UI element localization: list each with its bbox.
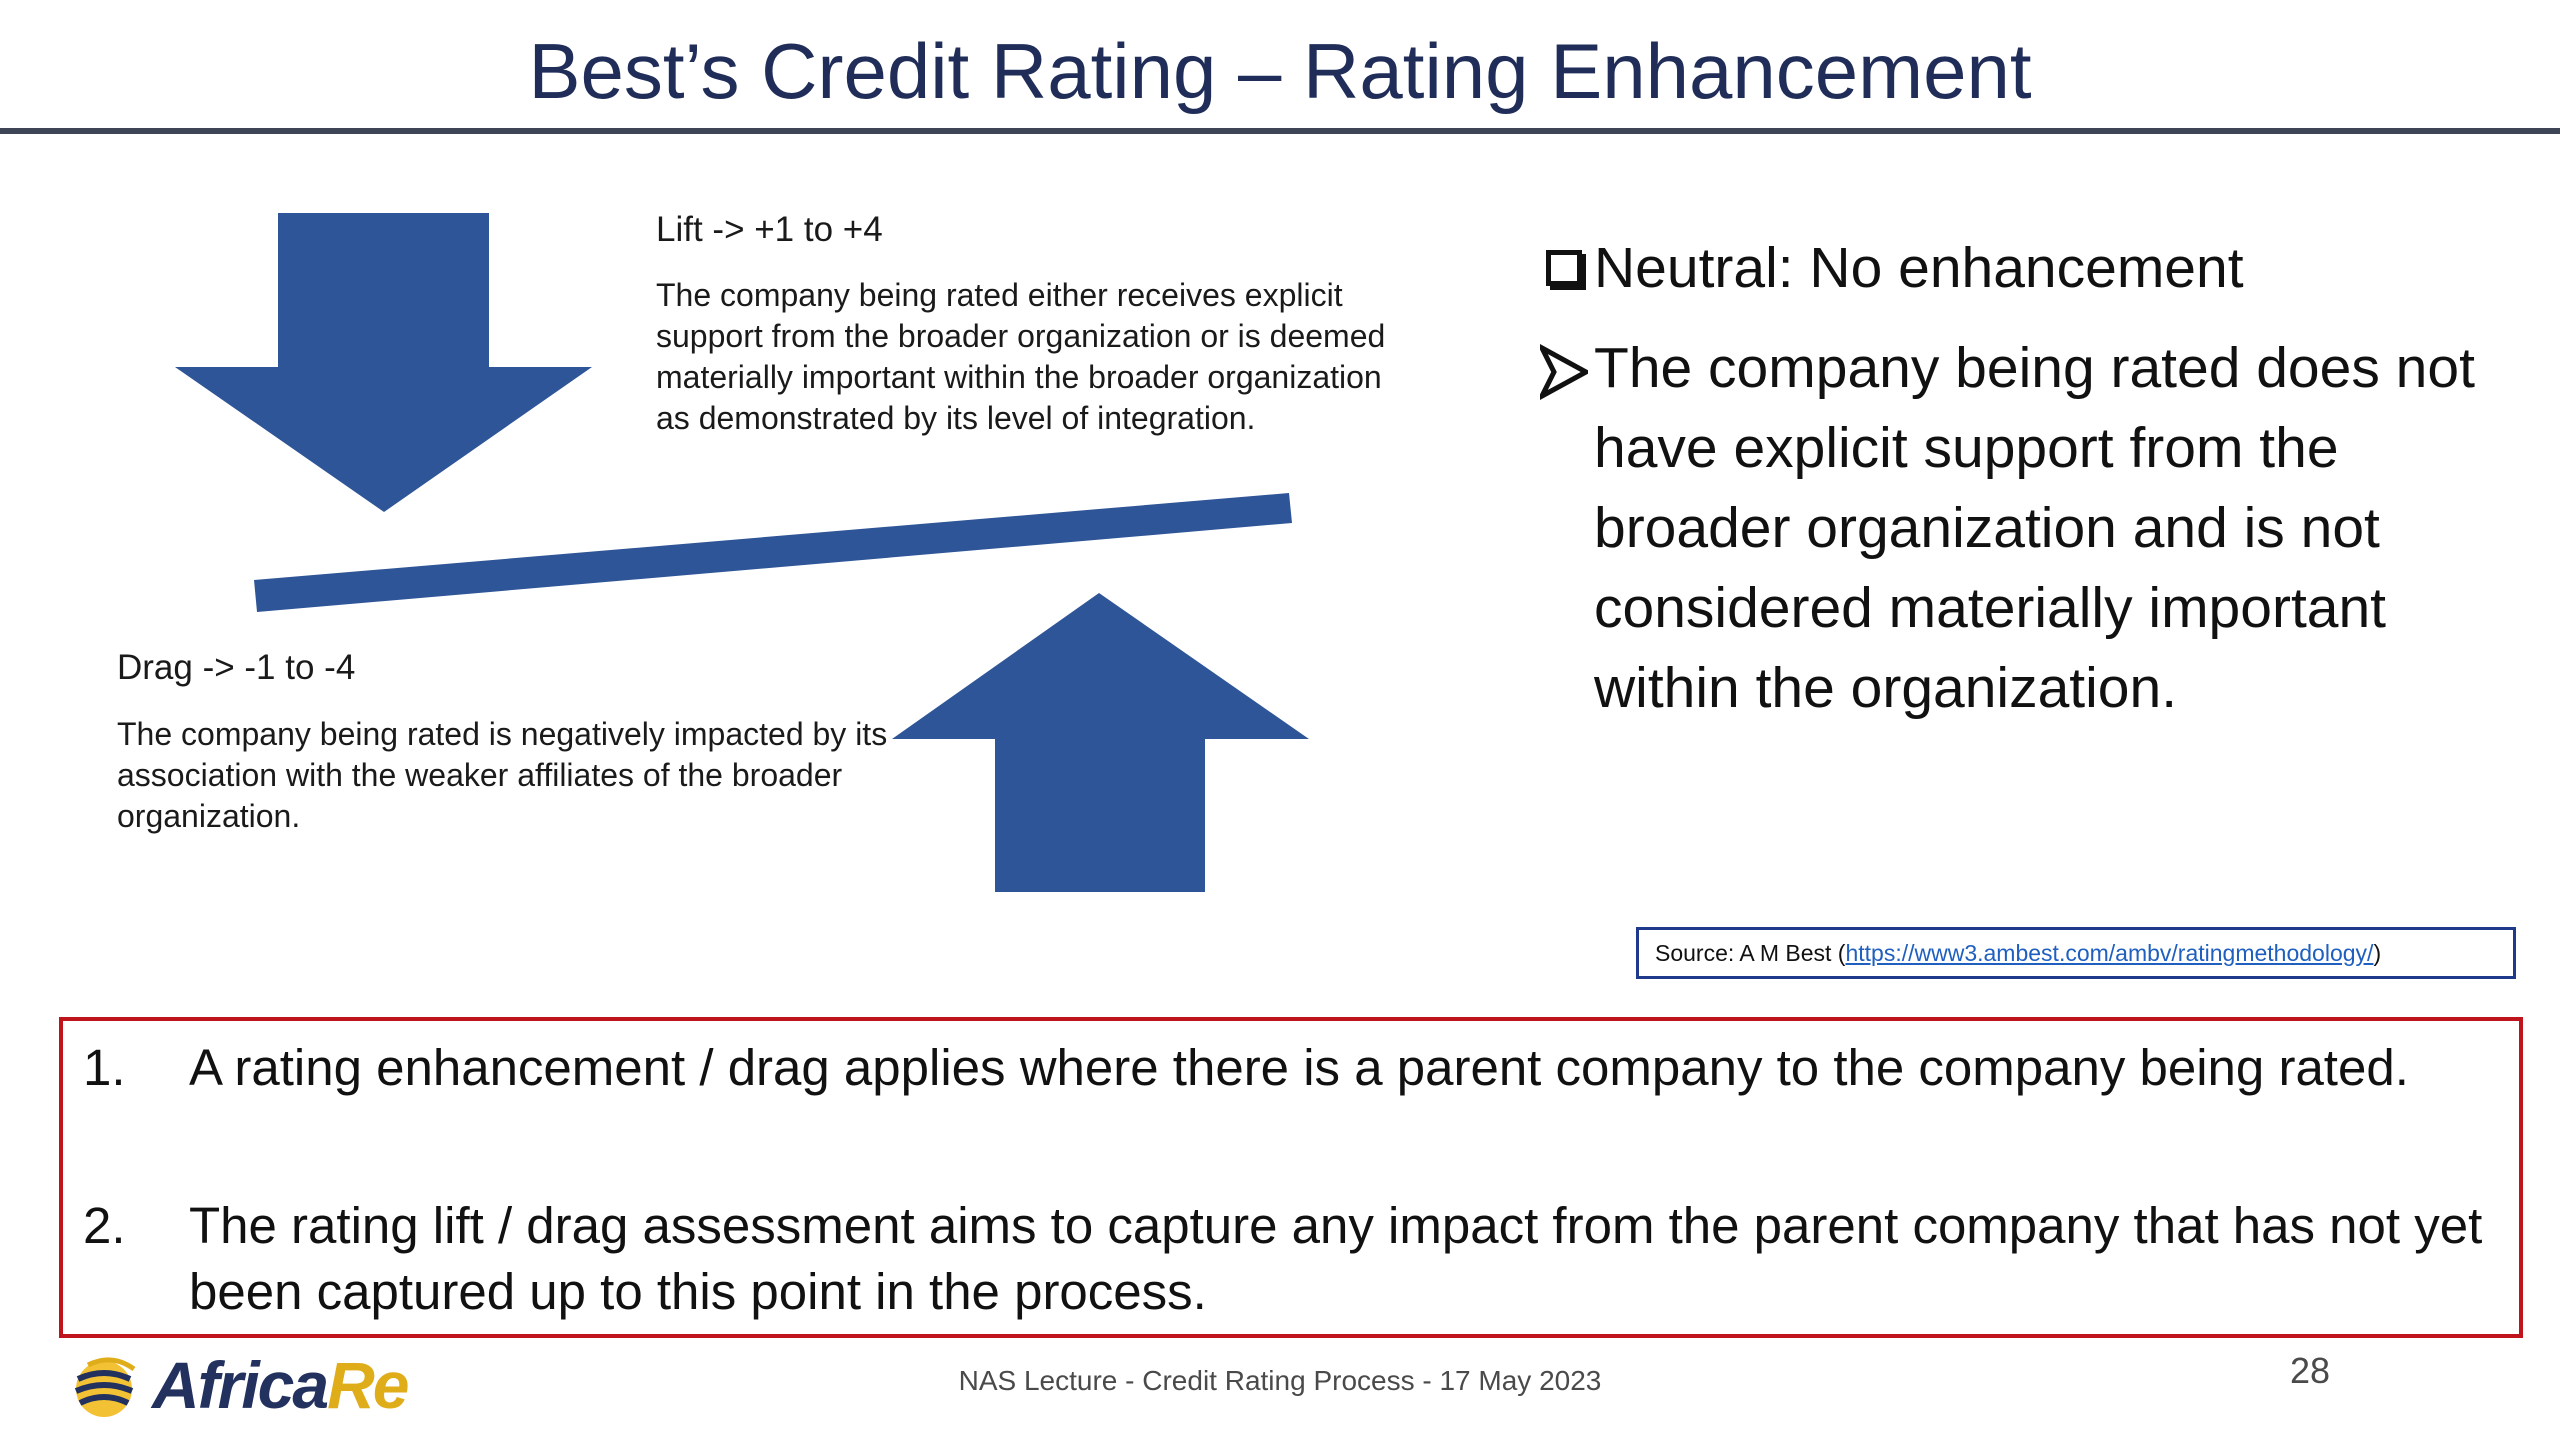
lift-drag-diagram: Lift -> +1 to +4 The company being rated… [0, 0, 1400, 950]
diagram-shapes [175, 213, 1309, 892]
footer-text: NAS Lecture - Credit Rating Process - 17… [958, 1365, 1602, 1396]
neutral-heading-row: Neutral: No enhancement [1540, 230, 2540, 306]
lift-heading: Lift -> +1 to +4 [656, 210, 883, 249]
arrow-up-icon [892, 593, 1309, 892]
note-number: 2. [83, 1197, 126, 1254]
note-item: 1. A rating enhancement / drag applies w… [83, 1035, 2483, 1175]
title-divider [0, 128, 2560, 134]
neutral-heading: Neutral: No enhancement [1594, 236, 2244, 300]
neutral-panel: Neutral: No enhancement The company bein… [1540, 230, 2540, 728]
checkbox-icon [1546, 250, 1582, 286]
drag-description: The company being rated is negatively im… [117, 716, 888, 834]
page-number: 28 [2290, 1350, 2331, 1391]
source-prefix: Source: A M Best ( [1655, 940, 1846, 966]
arrow-down-icon [175, 213, 592, 512]
note-text: A rating enhancement / drag applies wher… [189, 1039, 2409, 1096]
note-number: 1. [83, 1039, 126, 1096]
neutral-point-text: The company being rated does not have ex… [1594, 336, 2475, 720]
globe-logo-icon [74, 1357, 136, 1417]
slide-title: Best’s Credit Rating – Rating Enhancemen… [528, 27, 2032, 115]
source-link[interactable]: https://www3.ambest.com/ambv/ratingmetho… [1845, 940, 2374, 966]
source-citation: Source: A M Best (https://www3.ambest.co… [1636, 927, 2516, 979]
lift-description: The company being rated either receives … [656, 277, 1386, 436]
arrowhead-bullet-icon [1540, 344, 1588, 400]
africa-re-logo: AfricaRe [68, 1345, 409, 1425]
source-suffix: ) [2373, 940, 2382, 966]
drag-heading: Drag -> -1 to -4 [117, 648, 356, 687]
note-item: 2. The rating lift / drag assessment aim… [83, 1193, 2483, 1333]
key-notes-box: 1. A rating enhancement / drag applies w… [59, 1017, 2523, 1338]
neutral-point-row: The company being rated does not have ex… [1540, 328, 2540, 728]
logo-wordmark: AfricaRe [152, 1348, 409, 1422]
note-text: The rating lift / drag assessment aims t… [189, 1197, 2483, 1320]
seesaw-beam [254, 493, 1292, 612]
